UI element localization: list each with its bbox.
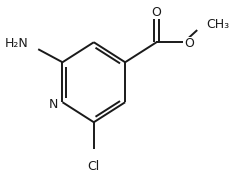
Text: N: N (49, 98, 58, 111)
Text: Cl: Cl (88, 161, 100, 174)
Text: H₂N: H₂N (5, 38, 29, 51)
Text: O: O (184, 38, 194, 51)
Text: CH₃: CH₃ (206, 18, 229, 31)
Text: O: O (152, 6, 161, 19)
